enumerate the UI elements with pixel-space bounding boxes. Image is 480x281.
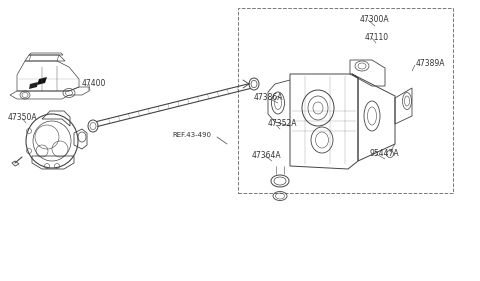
Text: 47386A: 47386A — [254, 94, 284, 103]
Text: 47352A: 47352A — [268, 119, 298, 128]
Text: 47350A: 47350A — [8, 112, 37, 121]
Text: 47389A: 47389A — [416, 60, 445, 69]
Text: 95447A: 95447A — [370, 148, 400, 157]
Polygon shape — [29, 82, 38, 89]
Text: REF.43-490: REF.43-490 — [172, 132, 211, 138]
Text: 47400: 47400 — [82, 78, 107, 87]
Polygon shape — [37, 77, 47, 85]
Text: 47300A: 47300A — [360, 15, 390, 24]
Text: 47364A: 47364A — [252, 151, 282, 160]
Text: 47110: 47110 — [365, 33, 389, 42]
